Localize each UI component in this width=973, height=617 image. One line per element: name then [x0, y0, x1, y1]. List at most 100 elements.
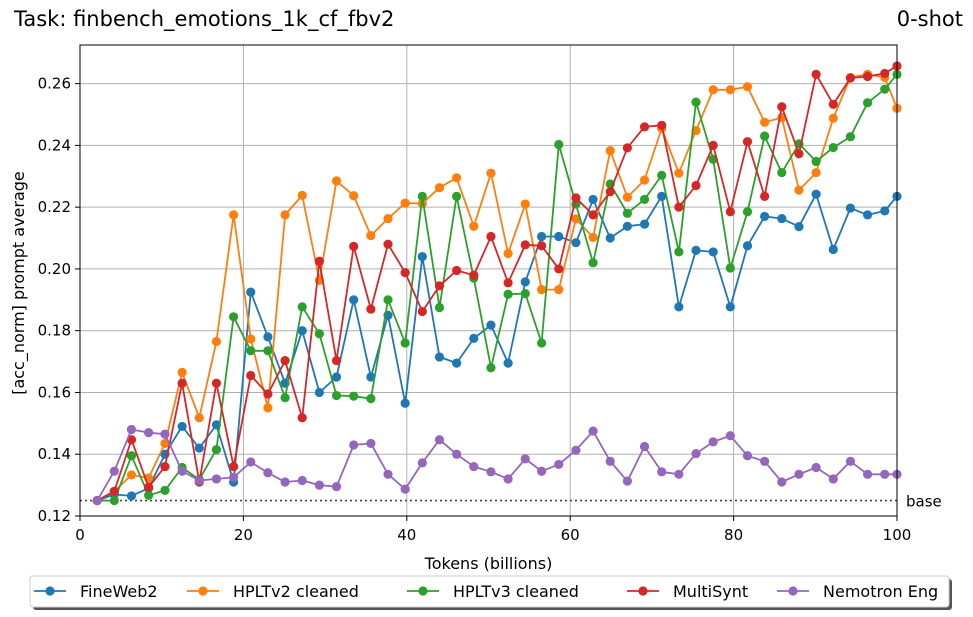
data-point — [828, 142, 838, 153]
legend-label: Nemotron Eng — [823, 582, 938, 601]
data-point — [708, 437, 718, 447]
data-point — [742, 137, 753, 147]
data-point — [366, 438, 376, 449]
data-point — [622, 208, 632, 218]
data-point — [605, 187, 615, 197]
data-point — [554, 231, 564, 242]
data-point — [880, 84, 890, 94]
data-point — [639, 175, 650, 185]
data-point — [794, 469, 804, 479]
data-point — [794, 185, 804, 195]
data-point — [605, 146, 615, 156]
data-point — [691, 449, 701, 459]
data-point — [571, 214, 581, 224]
data-point — [554, 459, 564, 470]
y-tick-label: 0.14 — [38, 445, 71, 463]
data-point — [674, 202, 684, 212]
data-point — [486, 320, 496, 330]
data-point — [417, 458, 427, 468]
data-point — [486, 467, 496, 477]
data-point — [554, 264, 564, 274]
legend-marker — [418, 586, 428, 596]
data-point — [760, 117, 770, 127]
data-point — [452, 173, 462, 183]
data-point — [605, 233, 615, 243]
data-point — [246, 334, 256, 344]
data-point — [297, 326, 307, 336]
y-tick-label: 0.18 — [38, 322, 71, 340]
data-point — [794, 222, 804, 232]
data-point — [760, 191, 770, 201]
data-point — [280, 356, 290, 366]
legend-item-3: MultiSynt — [627, 582, 748, 601]
data-point — [742, 241, 753, 251]
legend-box — [29, 575, 950, 608]
data-point — [588, 258, 598, 268]
data-point — [194, 443, 204, 453]
data-point — [571, 193, 581, 203]
data-point — [177, 378, 187, 388]
data-point — [588, 426, 598, 436]
data-point — [520, 199, 530, 209]
data-point — [674, 469, 684, 479]
data-point — [417, 251, 427, 262]
data-point — [811, 156, 821, 167]
legend-item-4: Nemotron Eng — [777, 582, 938, 601]
data-point — [880, 206, 890, 216]
data-point — [331, 482, 342, 492]
data-point — [554, 285, 564, 295]
data-point — [605, 456, 615, 466]
data-point — [486, 168, 496, 178]
data-point — [434, 352, 445, 362]
data-point — [828, 113, 838, 123]
legend-item-2: HPLTv3 cleaned — [407, 582, 579, 601]
x-tick-label: 0 — [75, 526, 85, 544]
data-point — [571, 445, 581, 455]
data-point — [263, 403, 273, 413]
data-point — [109, 466, 119, 476]
data-point — [742, 451, 753, 461]
series-2 — [92, 69, 902, 506]
data-point — [434, 435, 445, 445]
data-point — [314, 480, 324, 490]
y-axis-label: [acc_norm] prompt average — [9, 171, 29, 395]
data-point — [228, 472, 239, 482]
data-point — [760, 131, 770, 141]
data-point — [742, 82, 753, 92]
data-point — [691, 97, 701, 107]
data-point — [622, 476, 632, 486]
axes: 0 20 40 60 80 100 0.12 0.14 0.16 0.18 0.20 0.22 0.24… — [38, 75, 912, 544]
chart-shot-label: 0-shot — [897, 7, 963, 31]
data-point — [691, 180, 701, 191]
data-point — [469, 270, 479, 280]
data-point — [246, 370, 256, 381]
data-point — [708, 247, 718, 257]
data-point — [314, 256, 324, 266]
data-point — [400, 338, 410, 348]
data-point — [314, 329, 324, 339]
data-point — [794, 149, 804, 159]
data-point — [708, 140, 718, 150]
data-point — [211, 378, 222, 388]
data-point — [862, 210, 873, 220]
data-point — [862, 98, 873, 108]
data-point — [434, 281, 445, 291]
data-point — [297, 475, 307, 486]
legend-items: FineWeb2 HPLTv2 cleaned HPLTv3 cleaned Mult… — [34, 582, 938, 601]
data-point — [520, 454, 530, 464]
data-point — [177, 466, 187, 476]
data-point — [777, 213, 787, 224]
data-point — [674, 247, 684, 257]
data-point — [400, 198, 410, 208]
data-point — [126, 424, 137, 435]
x-tick-label: 80 — [724, 526, 743, 544]
data-point — [725, 85, 735, 95]
data-point — [263, 332, 273, 342]
data-point — [297, 302, 307, 312]
data-point — [708, 85, 718, 95]
data-point — [588, 194, 598, 205]
data-point — [314, 387, 324, 398]
data-point — [845, 132, 856, 142]
data-point — [828, 244, 838, 255]
data-point — [725, 263, 735, 273]
